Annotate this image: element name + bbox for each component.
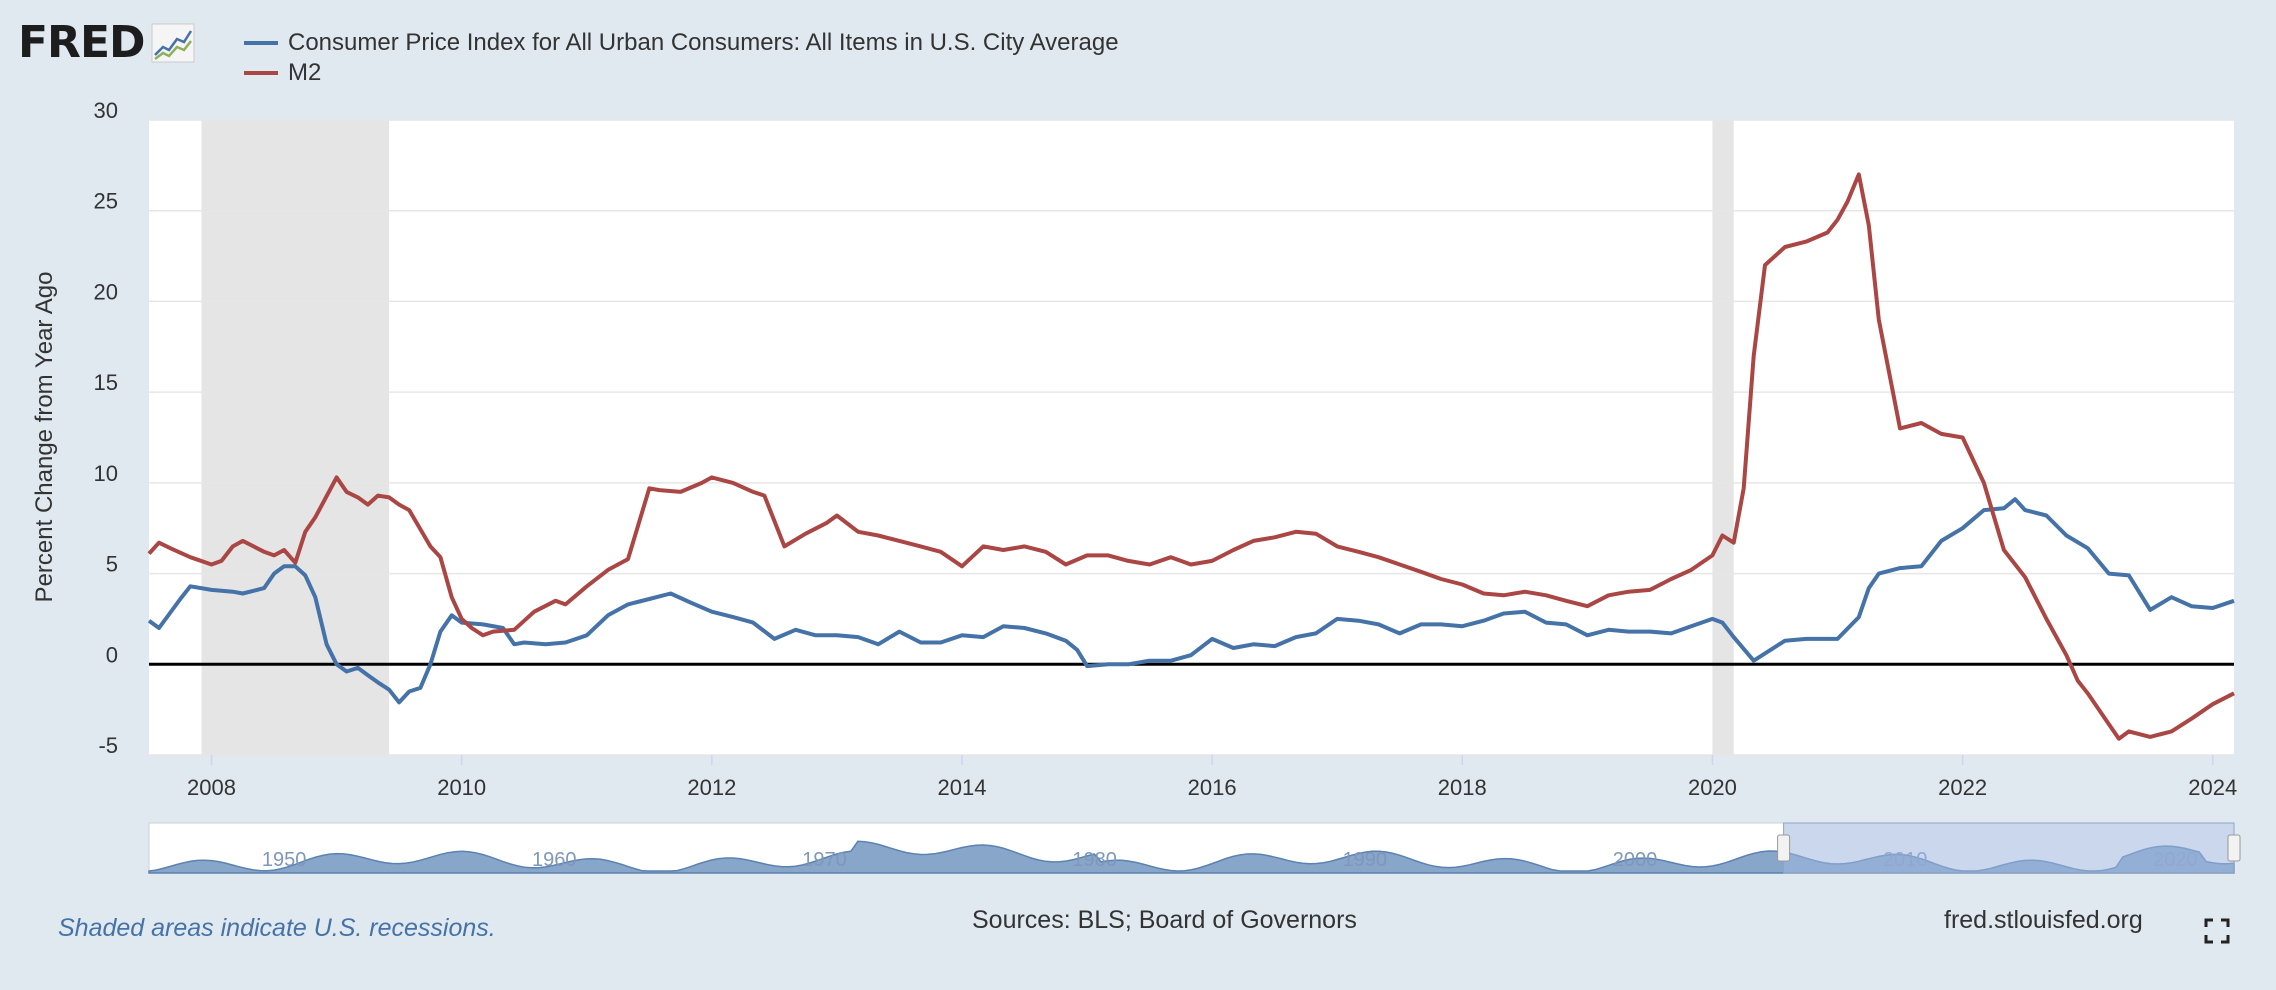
legend-item-m2[interactable]: M2 — [244, 58, 1119, 88]
legend-label-m2: M2 — [288, 59, 322, 86]
y-tick-label: 20 — [94, 279, 118, 304]
y-tick-label: 30 — [94, 98, 118, 123]
navigator-year-label: 1970 — [802, 849, 847, 871]
x-axis-ticks: 2008 2010 2012 2014 2016 2018 2020 2022 2024 — [187, 755, 2237, 800]
recession-band — [1712, 120, 1734, 755]
y-tick-label: 5 — [106, 552, 118, 577]
navigator[interactable]: 19501960197019801990200020102020 — [148, 822, 2241, 874]
x-tick-label: 2018 — [1438, 775, 1487, 800]
fred-logo[interactable]: FRED — [18, 18, 195, 68]
recession-shading — [201, 120, 1734, 755]
fred-logo-text: FRED — [18, 17, 146, 68]
navigator-year-label: 1950 — [262, 849, 307, 871]
y-axis-label: Percent Change from Year Ago — [31, 272, 58, 603]
x-tick-label: 2014 — [938, 775, 987, 800]
y-axis-ticks: -5 0 5 10 15 20 25 30 — [94, 98, 118, 758]
y-tick-label: 15 — [94, 370, 118, 395]
legend-item-cpi[interactable]: Consumer Price Index for All Urban Consu… — [244, 28, 1119, 58]
navigator-year-label: 2000 — [1613, 849, 1658, 871]
y-tick-label: 10 — [94, 461, 118, 486]
y-tick-label: 0 — [106, 642, 118, 667]
legend-label-cpi: Consumer Price Index for All Urban Consu… — [288, 29, 1119, 56]
x-tick-label: 2016 — [1188, 775, 1237, 800]
navigator-year-label: 1990 — [1343, 849, 1388, 871]
site-link[interactable]: fred.stlouisfed.org — [1944, 906, 2143, 934]
x-tick-label: 2022 — [1938, 775, 1987, 800]
m2-series-line[interactable] — [147, 172, 2235, 741]
chart-line-icon — [151, 23, 195, 63]
navigator-year-label: 1960 — [532, 849, 577, 871]
cpi-series-line[interactable] — [147, 497, 2235, 705]
x-tick-label: 2020 — [1688, 775, 1737, 800]
navigator-year-label: 1980 — [1072, 849, 1117, 871]
x-tick-label: 2024 — [2188, 775, 2237, 800]
x-tick-label: 2008 — [187, 775, 236, 800]
plot-background — [149, 120, 2234, 755]
fullscreen-icon[interactable] — [2204, 918, 2230, 944]
legend-swatch-cpi — [244, 41, 278, 45]
x-tick-label: 2010 — [437, 775, 486, 800]
navigator-left-handle[interactable] — [1777, 834, 1791, 862]
series-lines — [147, 172, 2235, 741]
x-tick-label: 2012 — [687, 775, 736, 800]
recession-band — [201, 120, 390, 755]
y-tick-label: -5 — [98, 733, 118, 758]
legend-swatch-m2 — [244, 71, 278, 75]
y-tick-label: 25 — [94, 189, 118, 214]
sources-text: Sources: BLS; Board of Governors — [972, 906, 1357, 934]
recession-note: Shaded areas indicate U.S. recessions. — [58, 914, 496, 942]
chart-legend: Consumer Price Index for All Urban Consu… — [244, 28, 1119, 88]
navigator-selection[interactable] — [1783, 822, 2235, 874]
navigator-right-handle[interactable] — [2227, 834, 2241, 862]
